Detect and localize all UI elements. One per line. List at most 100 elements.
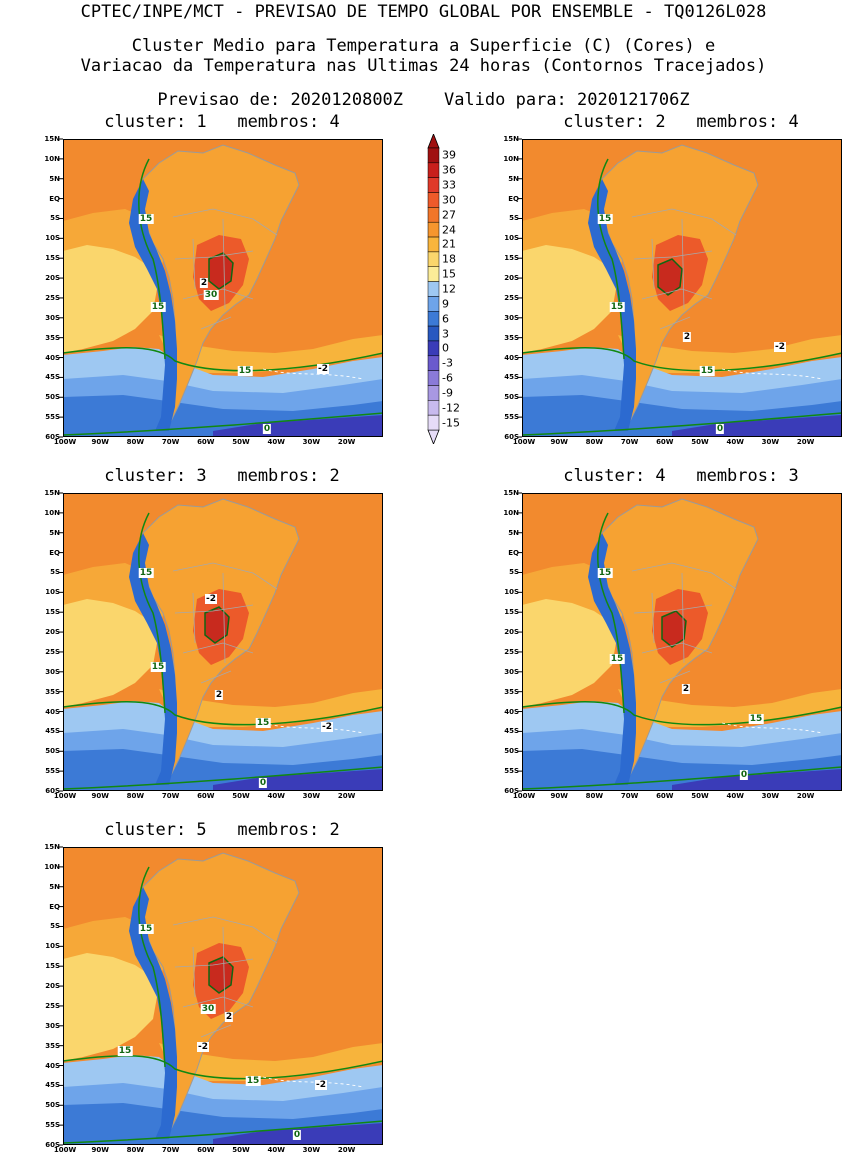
lat-label: EQ xyxy=(508,194,519,203)
country-border-3 xyxy=(651,592,655,644)
lat-label: 45S xyxy=(45,1081,60,1090)
lon-label: 60W xyxy=(656,438,674,446)
lat-label: 60S xyxy=(504,787,519,795)
lon-label: 50W xyxy=(691,438,709,446)
country-border-4 xyxy=(222,926,226,1018)
map-panel-cluster-3: 15N 10N 5N EQ 5S 10S 15S 20S 25S 30S 35S 40S 45S 50S 5… xyxy=(44,489,384,800)
lat-label: 30S xyxy=(45,313,60,322)
figure-subtitle-1: Cluster Medio para Temperatura a Superfi… xyxy=(131,36,716,56)
andes-cold-strip xyxy=(129,887,177,1139)
isotherm-15 xyxy=(62,347,384,372)
country-border-3 xyxy=(192,238,196,290)
colorbar-segment xyxy=(427,325,440,342)
lat-label: 35S xyxy=(45,687,60,696)
map-frame xyxy=(522,493,842,791)
country-border-4 xyxy=(681,218,685,310)
colorbar-label: 12 xyxy=(442,282,456,296)
lon-label: 70W xyxy=(161,1146,180,1154)
isotherm-0 xyxy=(62,1120,384,1144)
lon-label: 60W xyxy=(197,1146,215,1154)
country-border-5 xyxy=(659,670,691,684)
lat-label: 25S xyxy=(45,293,60,302)
country-border-2 xyxy=(641,288,713,300)
lat-label: 15S xyxy=(504,254,519,263)
colorbar-segment xyxy=(427,340,440,357)
isotherm-15-coast xyxy=(597,158,625,360)
colorbar-label: -3 xyxy=(442,356,453,370)
country-border-5 xyxy=(659,316,691,330)
colorbar-segment xyxy=(427,236,440,253)
lon-label: 90W xyxy=(550,438,568,446)
lat-label: 5S xyxy=(50,214,60,223)
temperature-band-2 xyxy=(63,245,157,353)
country-border-5 xyxy=(200,316,232,330)
lat-label: 5N xyxy=(508,174,519,183)
temperature-map xyxy=(59,138,384,438)
country-border-1 xyxy=(174,958,254,968)
country-border-0 xyxy=(172,562,278,590)
lat-label: 10S xyxy=(504,234,519,243)
lat-label: 10N xyxy=(44,154,60,163)
colorbar-segment xyxy=(427,266,440,282)
lat-label: 10N xyxy=(503,154,519,163)
lat-label: 15S xyxy=(45,608,60,617)
lat-label: 5S xyxy=(509,568,519,577)
isotherm-0 xyxy=(521,412,843,436)
lat-label: 40S xyxy=(504,353,519,362)
lon-label: 50W xyxy=(232,792,250,800)
isotherm-15-coast xyxy=(138,158,166,360)
colorbar-segment xyxy=(427,385,440,401)
lat-label: 50S xyxy=(45,1101,60,1110)
lon-label: 100W xyxy=(53,1146,77,1154)
lat-label: 20S xyxy=(45,628,60,637)
lat-label: 5S xyxy=(50,568,60,577)
isotherm-15-coast xyxy=(138,512,166,714)
map-panel-cluster-1: 15N 10N 5N EQ 5S 10S 15S 20S 25S 30S 35S 40S 45S 50S 5… xyxy=(44,135,384,446)
contour-label: 30 xyxy=(203,290,219,300)
country-border-4 xyxy=(222,218,226,310)
lat-label: 55S xyxy=(45,767,60,776)
temperature-band-7 xyxy=(213,415,383,437)
andes-cold-strip xyxy=(129,533,177,785)
lat-label: 30S xyxy=(504,313,519,322)
temperature-band-2 xyxy=(63,599,157,707)
country-border-1 xyxy=(633,250,713,260)
cluster-2-title: cluster: 2 membros: 4 xyxy=(563,112,799,132)
lat-label: 40S xyxy=(45,353,60,362)
temperature-map xyxy=(518,492,843,792)
isotherm-15 xyxy=(521,347,843,372)
lon-label: 40W xyxy=(267,438,285,446)
lat-label: 50S xyxy=(45,747,60,756)
lat-label: 15N xyxy=(503,489,519,497)
temperature-band-2 xyxy=(522,245,616,353)
lat-label: 20S xyxy=(504,628,519,637)
lon-label: 40W xyxy=(726,438,744,446)
colorbar-label: 30 xyxy=(442,193,456,207)
hot-core-region xyxy=(204,606,230,644)
cluster-5-title: cluster: 5 membros: 2 xyxy=(104,820,340,840)
colorbar-label: 24 xyxy=(442,223,456,237)
country-border-0 xyxy=(172,916,278,944)
country-border-3 xyxy=(192,592,196,644)
andes-cold-strip xyxy=(129,179,177,431)
colorbar-segment xyxy=(427,162,440,178)
country-border-0 xyxy=(631,562,737,590)
lon-label: 80W xyxy=(126,438,145,446)
lon-label: 20W xyxy=(796,792,815,800)
contour-label: 15 xyxy=(138,924,154,934)
temperature-map xyxy=(59,846,384,1146)
contour-label: 15 xyxy=(245,1076,261,1086)
colorbar-segment xyxy=(427,281,440,297)
lat-label: 60S xyxy=(45,1141,60,1149)
lon-label: 40W xyxy=(726,792,744,800)
lon-label: 80W xyxy=(585,438,604,446)
lon-label: 60W xyxy=(197,438,215,446)
colorbar-label: 39 xyxy=(442,148,456,162)
lon-label: 80W xyxy=(126,1146,145,1154)
isotherm-0 xyxy=(521,766,843,790)
colorbar-segment xyxy=(427,311,440,327)
lat-label: 35S xyxy=(45,333,60,342)
lon-label: 90W xyxy=(91,1146,109,1154)
map-frame xyxy=(63,493,383,791)
lat-label: 35S xyxy=(45,1041,60,1050)
